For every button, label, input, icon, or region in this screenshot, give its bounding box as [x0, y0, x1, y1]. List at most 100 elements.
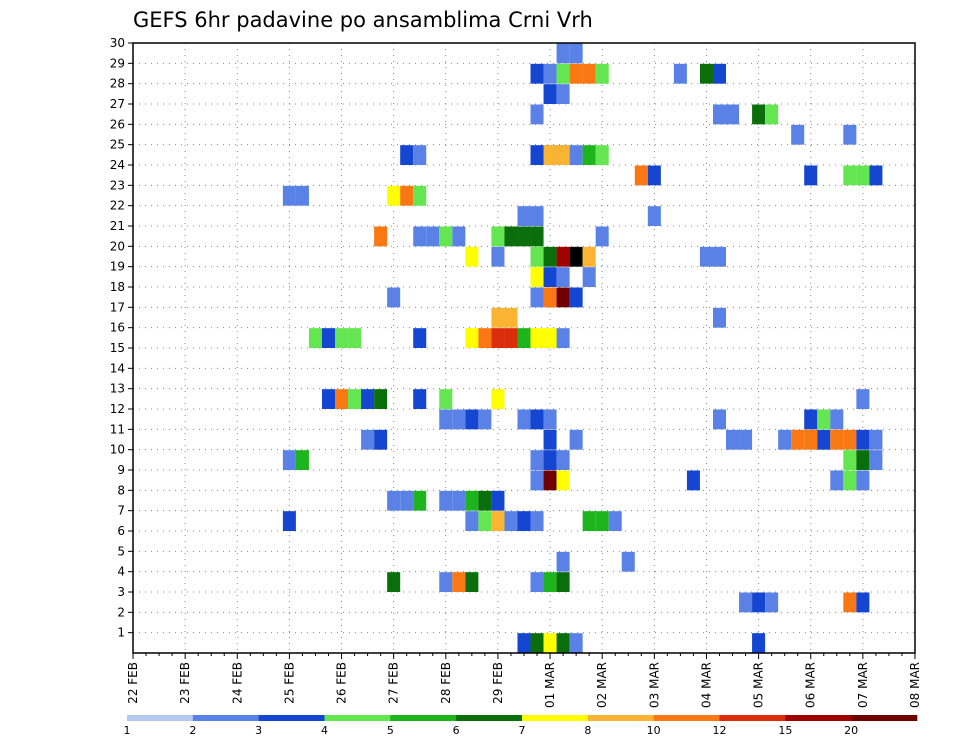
heatmap-cell [543, 328, 557, 348]
heatmap-cell [856, 165, 870, 186]
heatmap-cell [791, 124, 805, 145]
heatmap-cell [452, 572, 466, 592]
x-tick-label: 25 FEB [282, 662, 296, 704]
colorbar-label: 7 [519, 724, 526, 737]
colorbar-swatch [785, 715, 852, 721]
heatmap-cell [282, 511, 296, 531]
heatmap-cell [530, 572, 544, 592]
heatmap-cell [856, 592, 870, 613]
heatmap-cell [491, 490, 505, 511]
heatmap-cell [517, 409, 531, 430]
colorbar-label: 4 [321, 724, 328, 737]
heatmap-cell [426, 226, 440, 247]
heatmap-cell [582, 63, 596, 84]
heatmap-cell [478, 328, 492, 348]
heatmap-cell [282, 450, 296, 470]
heatmap-cell [348, 389, 362, 409]
heatmap-cell [543, 287, 557, 308]
heatmap-cell [569, 633, 583, 653]
heatmap-cell [530, 145, 544, 165]
colorbar-label: 15 [778, 724, 792, 737]
heatmap-cell [712, 63, 727, 84]
heatmap-cell [465, 409, 479, 430]
y-tick-label: 1 [117, 626, 125, 640]
heatmap-cell [556, 551, 570, 572]
heatmap-cell [830, 409, 844, 430]
y-tick-label: 5 [117, 544, 125, 558]
x-tick-label: 02 MAR [595, 662, 609, 708]
heatmap-cell [517, 206, 531, 226]
heatmap-cell [686, 470, 700, 491]
heatmap-cell [491, 389, 505, 409]
y-tick-label: 18 [110, 280, 125, 294]
y-tick-label: 21 [110, 219, 125, 233]
heatmap-cell [817, 409, 831, 430]
heatmap-cell [673, 63, 687, 84]
heatmap-cell [400, 490, 414, 511]
heatmap-cell [869, 450, 883, 470]
heatmap-cell [843, 450, 857, 470]
heatmap-cell [739, 592, 753, 613]
heatmap-cell [530, 206, 544, 226]
y-tick-label: 14 [110, 361, 125, 375]
y-tick-label: 25 [110, 138, 125, 152]
colorbar-swatch [587, 715, 654, 721]
heatmap-cell [856, 470, 870, 491]
y-tick-label: 9 [117, 463, 125, 477]
heatmap-cell [582, 145, 596, 165]
colorbar-swatch [258, 715, 325, 721]
heatmap-cell [856, 429, 870, 450]
heatmap-cell [530, 104, 544, 125]
heatmap-cell [491, 511, 505, 531]
heatmap-cell [595, 63, 609, 84]
heatmap-cell [830, 470, 844, 491]
heatmap-cell [543, 84, 557, 104]
y-tick-label: 22 [110, 199, 125, 213]
y-tick-label: 11 [110, 422, 125, 436]
heatmap-cell [361, 389, 375, 409]
heatmap-cell [556, 470, 570, 491]
heatmap-cell [569, 63, 583, 84]
heatmap-cell [712, 307, 727, 328]
y-tick-label: 23 [110, 178, 125, 192]
heatmap-cell [595, 511, 609, 531]
heatmap-cell [517, 511, 531, 531]
heatmap-cell [556, 450, 570, 470]
y-tick-label: 7 [117, 504, 125, 518]
colorbar-swatch [653, 715, 720, 721]
y-tick-label: 2 [117, 605, 125, 619]
colorbar-swatch [719, 715, 786, 721]
y-tick-label: 8 [117, 483, 125, 497]
y-tick-label: 30 [110, 36, 125, 50]
heatmap-cell [804, 165, 818, 186]
heatmap-cell [439, 226, 453, 247]
heatmap-cell [569, 287, 583, 308]
x-tick-label: 05 MAR [752, 662, 766, 708]
heatmap-cell [543, 63, 557, 84]
heatmap-cell [869, 429, 883, 450]
heatmap-cell [413, 185, 427, 206]
x-tick-label: 23 FEB [178, 662, 192, 704]
heatmap-cell [556, 145, 570, 165]
y-tick-label: 29 [110, 56, 125, 70]
heatmap-cell [752, 104, 766, 125]
y-tick-label: 16 [110, 321, 125, 335]
heatmap-cell [712, 246, 727, 267]
heatmap-cell [699, 63, 713, 84]
heatmap-cell [543, 572, 557, 592]
heatmap-cell [712, 409, 727, 430]
heatmap-cell [843, 470, 857, 491]
heatmap-cell [543, 470, 557, 491]
colorbar-label: 5 [387, 724, 394, 737]
heatmap-cell [452, 490, 466, 511]
heatmap-cell [530, 633, 544, 653]
heatmap-cell [556, 267, 570, 287]
heatmap-cell [582, 246, 596, 267]
heatmap-cell [439, 389, 453, 409]
heatmap-cell [361, 429, 375, 450]
heatmap-cell [530, 287, 544, 308]
heatmap-cell [595, 145, 609, 165]
heatmap-cell [791, 429, 805, 450]
x-tick-label: 03 MAR [647, 662, 661, 708]
